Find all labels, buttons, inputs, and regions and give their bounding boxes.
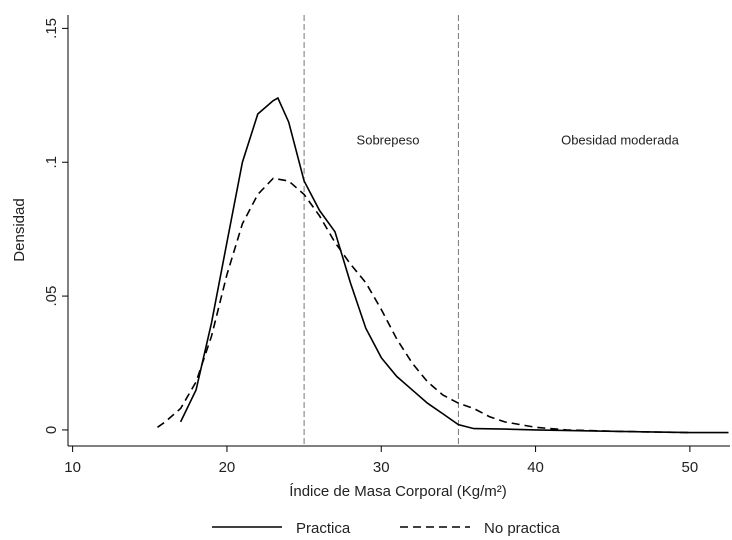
x-tick-label: 20: [219, 459, 236, 476]
y-tick-label: 0: [43, 426, 60, 434]
y-tick-label: .1: [43, 156, 60, 169]
legend-label: No practica: [484, 520, 561, 537]
x-tick-label: 10: [64, 459, 81, 476]
x-tick-label: 30: [373, 459, 390, 476]
x-axis-label: Índice de Masa Corporal (Kg/m²): [289, 483, 507, 500]
y-axis-label: Densidad: [11, 198, 28, 261]
annotation: Sobrepeso: [357, 132, 420, 147]
legend-label: Practica: [296, 520, 351, 537]
annotation: Obesidad moderada: [561, 132, 680, 147]
x-tick-label: 50: [682, 459, 699, 476]
y-tick-label: .05: [43, 286, 60, 307]
density-line: [179, 96, 729, 434]
y-tick-label: .15: [43, 18, 60, 39]
density-line: [157, 177, 690, 434]
x-tick-label: 40: [527, 459, 544, 476]
